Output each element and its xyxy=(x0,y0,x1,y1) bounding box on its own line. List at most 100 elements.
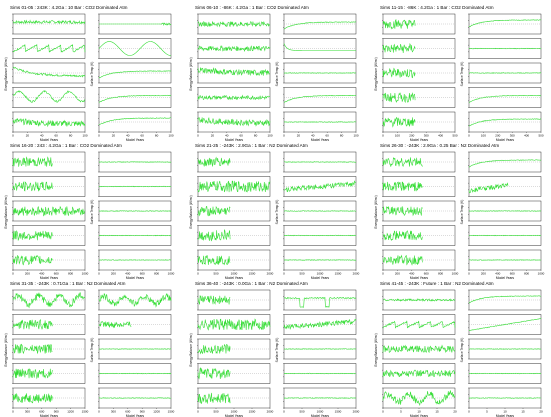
data-series-line xyxy=(98,372,172,375)
data-series-line xyxy=(283,94,357,103)
data-series-line xyxy=(468,19,542,28)
simulation-panel: Sims 26-30 : -243K : 2.9Ga : 0.25 Bar : … xyxy=(374,143,545,280)
data-series-line xyxy=(382,157,423,167)
x-tick-label: 400 xyxy=(524,134,529,138)
data-series-line xyxy=(283,43,356,51)
y-axis-label-right: Surface Temp (K) xyxy=(90,338,94,363)
x-tick-label: 1500 xyxy=(335,272,342,276)
simulation-panel: Sims 41-45 : -243K : Future : 1 Bar : N2… xyxy=(374,281,543,417)
energy-balance-subplot xyxy=(197,62,271,84)
data-series-line xyxy=(283,318,357,330)
data-series-line xyxy=(12,66,86,78)
x-tick-label: 800 xyxy=(68,272,73,276)
x-tick-label: 0 xyxy=(468,134,470,138)
x-axis-label: Model Years xyxy=(225,414,243,417)
energy-balance-subplot xyxy=(382,38,456,59)
energy-balance-subplot xyxy=(12,289,86,311)
simulation-panel: Sims 16-20 : 243 : 4.2Ga : 1 Bar : CO2 D… xyxy=(4,143,175,280)
energy-balance-subplot: 0 20 40 60 80 100 Model Years xyxy=(197,111,273,142)
x-tick-label: 300 xyxy=(111,410,116,414)
data-series-line xyxy=(468,295,542,304)
x-tick-label: 200 xyxy=(481,272,486,276)
data-series-line xyxy=(382,369,456,378)
data-series-line xyxy=(98,41,172,56)
surface-temp-subplot: 0 5 10 15 20 Model Years xyxy=(468,387,543,417)
data-series-line xyxy=(468,397,542,399)
data-series-line xyxy=(382,181,423,192)
surface-temp-subplot xyxy=(98,200,172,222)
x-tick-label: 400 xyxy=(438,134,443,138)
x-tick-label: 2000 xyxy=(353,272,360,276)
x-tick-label: 500 xyxy=(452,134,457,138)
data-series-line xyxy=(98,293,172,308)
surface-temp-subplot xyxy=(98,225,172,246)
data-series-line xyxy=(12,205,86,217)
x-tick-label: 40 xyxy=(311,134,315,138)
x-axis-label: Model Years xyxy=(40,138,58,142)
energy-balance-subplot xyxy=(197,363,271,384)
surface-temp-subplot xyxy=(468,87,542,108)
panel-title: Sims 01-05 : 243K : 4.2Ga : 10 Bar : CO2… xyxy=(10,5,128,10)
x-tick-label: 500 xyxy=(299,272,304,276)
x-tick-label: 400 xyxy=(39,272,44,276)
x-tick-label: 500 xyxy=(213,410,218,414)
energy-balance-subplot xyxy=(197,225,271,246)
y-axis-label-right: Surface Temp (K) xyxy=(275,200,279,225)
surface-temp-subplot xyxy=(98,151,172,173)
x-axis-label: Model Years xyxy=(311,414,329,417)
x-axis-label: Model Years xyxy=(40,414,58,417)
panel-title: Sims 06-10 : -86K : 4.2Ga : 1 Bar : CO2 … xyxy=(195,5,309,10)
data-series-line xyxy=(382,42,416,54)
x-tick-label: 60 xyxy=(326,134,330,138)
y-axis-label-right: Surface Temp (K) xyxy=(460,200,464,225)
x-tick-label: 500 xyxy=(538,134,543,138)
x-tick-label: 20 xyxy=(112,134,116,138)
energy-balance-subplot xyxy=(197,13,271,35)
x-tick-label: 1000 xyxy=(231,272,238,276)
data-series-line xyxy=(197,180,271,193)
energy-balance-subplot xyxy=(197,200,271,222)
surface-temp-subplot xyxy=(283,225,357,246)
surface-temp-subplot: 0 100 200 300 400 500 Model Years xyxy=(468,111,544,142)
data-series-line xyxy=(12,180,53,192)
x-tick-label: 1000 xyxy=(82,272,89,276)
energy-balance-subplot xyxy=(12,38,86,59)
panel-title: Sims 41-45 : -243K : Future : 1 Bar : N2… xyxy=(380,281,494,286)
x-tick-label: 40 xyxy=(126,134,130,138)
y-axis-label-left: Energy Balance (W/m²) xyxy=(4,195,8,228)
surface-temp-subplot xyxy=(468,13,542,35)
x-tick-label: 600 xyxy=(510,272,515,276)
surface-temp-subplot: 0 200 400 600 800 1000 Model Years xyxy=(98,249,175,280)
energy-balance-subplot: 0 300 600 900 1200 1500 Model Years xyxy=(12,387,89,417)
x-tick-label: 600 xyxy=(424,272,429,276)
energy-balance-subplot: 0 100 200 300 400 500 Model Years xyxy=(382,111,458,142)
data-series-line xyxy=(382,390,456,407)
x-tick-label: 900 xyxy=(140,410,145,414)
x-tick-label: 1500 xyxy=(335,410,342,414)
x-tick-label: 80 xyxy=(69,134,73,138)
data-series-line xyxy=(99,22,172,26)
data-series-line xyxy=(197,67,271,77)
data-series-line xyxy=(468,234,542,237)
data-series-line xyxy=(468,47,542,50)
panel-title: Sims 31-35 : -243K : 0.71Ga : 1 Bar : N2… xyxy=(10,281,126,286)
x-tick-label: 0 xyxy=(12,134,14,138)
x-tick-label: 0 xyxy=(98,410,100,414)
surface-temp-subplot xyxy=(468,338,542,360)
energy-balance-subplot xyxy=(197,87,271,108)
x-tick-label: 0 xyxy=(12,410,14,414)
energy-balance-subplot: 0 500 1000 1500 2000 Model Years xyxy=(197,249,274,280)
x-axis-label: Model Years xyxy=(410,276,428,280)
surface-temp-subplot xyxy=(468,363,542,384)
x-tick-label: 0 xyxy=(197,134,199,138)
x-tick-label: 5 xyxy=(400,410,402,414)
x-axis-label: Model Years xyxy=(126,276,144,280)
x-axis-label: Model Years xyxy=(225,276,243,280)
data-series-line xyxy=(283,121,357,123)
energy-balance-subplot xyxy=(382,176,456,197)
y-axis-label-right: Surface Temp (K) xyxy=(90,200,94,225)
data-series-line xyxy=(12,368,53,380)
data-series-line xyxy=(382,206,423,217)
data-series-line xyxy=(12,393,53,404)
surface-temp-subplot xyxy=(468,200,542,222)
